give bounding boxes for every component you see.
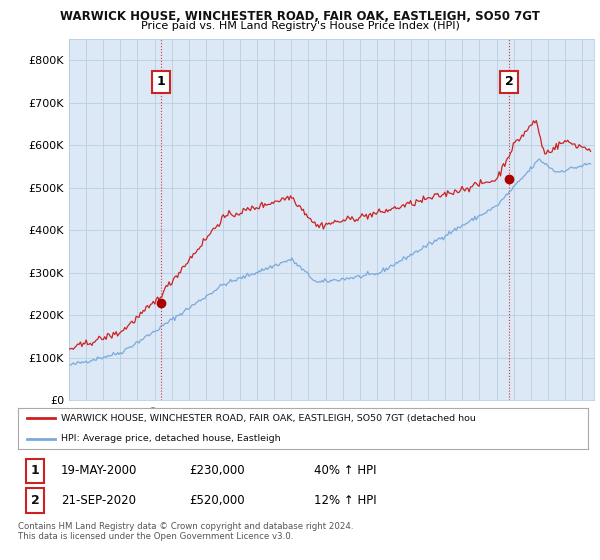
Text: 40% ↑ HPI: 40% ↑ HPI [314, 464, 377, 478]
Text: 1: 1 [31, 464, 40, 478]
Text: 21-SEP-2020: 21-SEP-2020 [61, 494, 136, 507]
Text: £520,000: £520,000 [189, 494, 245, 507]
Text: 2: 2 [31, 494, 40, 507]
FancyBboxPatch shape [26, 459, 44, 483]
Text: 19-MAY-2000: 19-MAY-2000 [61, 464, 137, 478]
Text: 2: 2 [505, 75, 514, 88]
Text: WARWICK HOUSE, WINCHESTER ROAD, FAIR OAK, EASTLEIGH, SO50 7GT (detached hou: WARWICK HOUSE, WINCHESTER ROAD, FAIR OAK… [61, 414, 476, 423]
Text: Price paid vs. HM Land Registry's House Price Index (HPI): Price paid vs. HM Land Registry's House … [140, 21, 460, 31]
Text: WARWICK HOUSE, WINCHESTER ROAD, FAIR OAK, EASTLEIGH, SO50 7GT: WARWICK HOUSE, WINCHESTER ROAD, FAIR OAK… [60, 10, 540, 22]
Text: £230,000: £230,000 [189, 464, 245, 478]
Text: Contains HM Land Registry data © Crown copyright and database right 2024.
This d: Contains HM Land Registry data © Crown c… [18, 522, 353, 542]
Text: 1: 1 [157, 75, 166, 88]
Text: HPI: Average price, detached house, Eastleigh: HPI: Average price, detached house, East… [61, 435, 280, 444]
FancyBboxPatch shape [26, 488, 44, 513]
Text: 12% ↑ HPI: 12% ↑ HPI [314, 494, 377, 507]
